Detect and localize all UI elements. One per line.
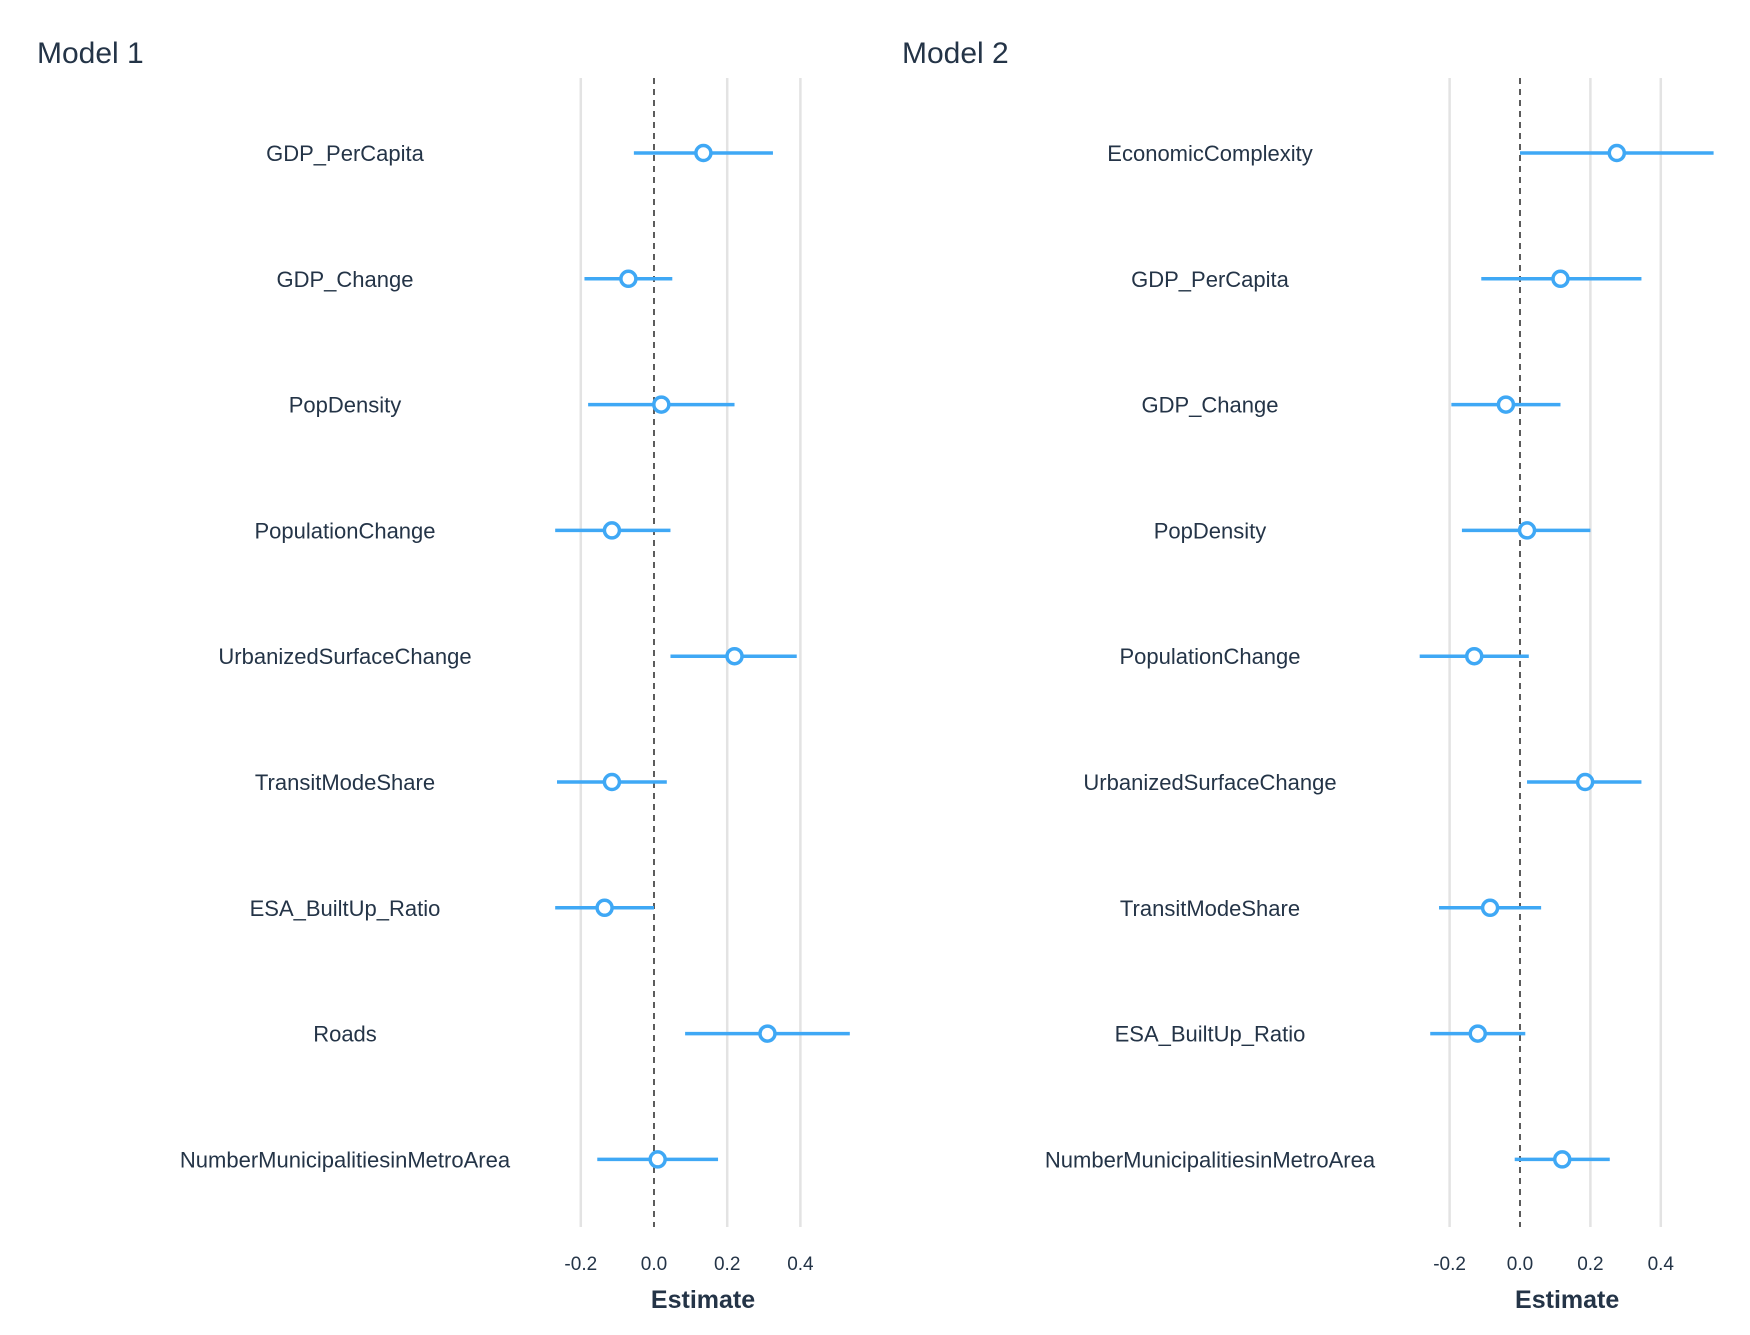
term-row: NumberMunicipalitiesinMetroArea [180, 1147, 719, 1172]
estimate-point [1607, 143, 1627, 163]
term-row: GDP_Change [277, 267, 673, 292]
x-tick-label: 0.0 [1507, 1254, 1533, 1275]
term-label: ESA_BuiltUp_Ratio [1115, 1022, 1306, 1047]
term-row: PopDensity [289, 393, 735, 418]
estimate-point [602, 772, 622, 792]
term-label: EconomicComplexity [1107, 141, 1312, 166]
estimate-point [1575, 772, 1595, 792]
term-label: TransitModeShare [255, 770, 435, 795]
term-row: ESA_BuiltUp_Ratio [1115, 1022, 1526, 1047]
x-tick-label: -0.2 [564, 1254, 597, 1275]
estimate-point [725, 646, 744, 666]
term-row: EconomicComplexity [1107, 141, 1714, 166]
term-label: TransitModeShare [1120, 896, 1300, 921]
estimate-point [619, 269, 638, 289]
coefficient-panel-2: Model 2 -0.2 0.0 0.2 0.4 Estimate EconomicComp… [902, 37, 1714, 1314]
term-row: PopulationChange [254, 518, 671, 543]
estimate-point [1551, 269, 1570, 289]
term-label: GDP_Change [1142, 393, 1279, 418]
x-tick-label: 0.2 [1577, 1254, 1603, 1275]
estimate-point [1464, 646, 1484, 666]
estimate-point [1480, 898, 1500, 918]
x-axis-title: Estimate [1515, 1286, 1619, 1314]
x-axis-title: Estimate [651, 1286, 755, 1314]
term-row: TransitModeShare [255, 770, 667, 795]
panel-title: Model 2 [902, 37, 1009, 70]
panel-title: Model 1 [37, 37, 144, 70]
estimate-point [694, 143, 713, 163]
term-label: UrbanizedSurfaceChange [218, 644, 471, 669]
estimate-point [1517, 521, 1537, 540]
estimate-point [1468, 1024, 1488, 1043]
x-tick-label: 0.0 [641, 1254, 667, 1275]
term-row: GDP_Change [1142, 393, 1561, 418]
term-row: TransitModeShare [1120, 896, 1542, 921]
term-label: Roads [313, 1022, 377, 1047]
term-label: PopulationChange [1119, 644, 1300, 669]
estimate-point [595, 898, 614, 918]
x-tick-label: 0.4 [1648, 1254, 1675, 1275]
estimate-point [648, 1150, 667, 1169]
term-row: NumberMunicipalitiesinMetroArea [1045, 1147, 1610, 1172]
term-row: UrbanizedSurfaceChange [218, 644, 797, 669]
term-row: Roads [313, 1022, 850, 1047]
term-label: UrbanizedSurfaceChange [1083, 770, 1336, 795]
term-row: PopulationChange [1119, 644, 1529, 669]
term-label: NumberMunicipalitiesinMetroArea [1045, 1147, 1376, 1172]
term-label: PopulationChange [254, 518, 435, 543]
x-tick-label: 0.2 [714, 1254, 740, 1275]
term-row: ESA_BuiltUp_Ratio [250, 896, 654, 921]
estimate-point [1552, 1150, 1572, 1169]
term-label: GDP_PerCapita [266, 141, 425, 166]
term-label: GDP_PerCapita [1131, 267, 1290, 292]
estimate-point [758, 1024, 777, 1043]
estimate-point [602, 521, 622, 540]
estimate-point [652, 395, 671, 414]
term-row: GDP_PerCapita [1131, 267, 1642, 292]
x-tick-label: 0.4 [787, 1254, 814, 1275]
term-label: ESA_BuiltUp_Ratio [250, 896, 441, 921]
x-tick-label: -0.2 [1433, 1254, 1466, 1275]
term-label: NumberMunicipalitiesinMetroArea [180, 1147, 511, 1172]
term-label: GDP_Change [277, 267, 414, 292]
term-row: UrbanizedSurfaceChange [1083, 770, 1642, 795]
term-row: PopDensity [1154, 518, 1591, 543]
coefficient-panel-1: Model 1 -0.2 0.0 0.2 0.4 Estimate GDP_PerCapit… [37, 37, 850, 1314]
estimate-point [1496, 395, 1516, 414]
term-row: GDP_PerCapita [266, 141, 773, 166]
term-label: PopDensity [1154, 518, 1267, 543]
term-label: PopDensity [289, 393, 402, 418]
